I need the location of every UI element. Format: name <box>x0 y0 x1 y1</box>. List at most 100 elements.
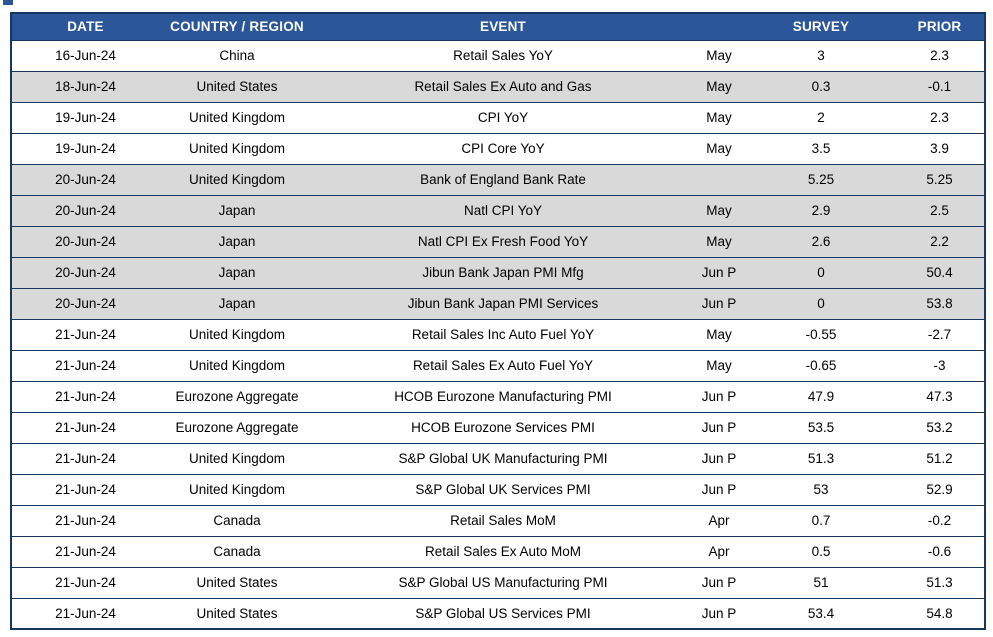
cell-period: Jun P <box>691 380 747 412</box>
cell-date: 20-Jun-24 <box>11 256 159 288</box>
cell-period: May <box>691 39 747 71</box>
cell-prior: 52.9 <box>895 473 985 505</box>
cell-prior: 2.5 <box>895 194 985 226</box>
cell-period: Jun P <box>691 411 747 443</box>
cell-country: United Kingdom <box>159 132 315 164</box>
cell-country: United Kingdom <box>159 442 315 474</box>
cell-date: 21-Jun-24 <box>11 442 159 474</box>
cell-event: Retail Sales Inc Auto Fuel YoY <box>315 318 691 350</box>
cell-event: HCOB Eurozone Manufacturing PMI <box>315 380 691 412</box>
cell-date: 21-Jun-24 <box>11 380 159 412</box>
cell-event: Retail Sales Ex Auto Fuel YoY <box>315 349 691 381</box>
cell-survey: 53.5 <box>747 411 895 443</box>
table-header-row: DATE COUNTRY / REGION EVENT SURVEY PRIOR <box>11 13 985 41</box>
table-row: 16-Jun-24 China Retail Sales YoY May 3 2.3 <box>11 39 985 71</box>
cell-prior: 3.9 <box>895 132 985 164</box>
table-row: 21-Jun-24 United Kingdom S&P Global UK Ser… <box>11 473 985 505</box>
cell-event: Natl CPI YoY <box>315 194 691 226</box>
cell-period: Jun P <box>691 566 747 598</box>
cell-date: 21-Jun-24 <box>11 411 159 443</box>
cell-period: Jun P <box>691 473 747 505</box>
cell-survey: 51.3 <box>747 442 895 474</box>
table-row: 21-Jun-24 United Kingdom Retail Sales Inc … <box>11 318 985 350</box>
table-row: 18-Jun-24 United States Retail Sales Ex Au… <box>11 70 985 102</box>
cell-period: Apr <box>691 504 747 536</box>
cell-date: 16-Jun-24 <box>11 39 159 71</box>
cell-survey: 0.7 <box>747 504 895 536</box>
cell-date: 19-Jun-24 <box>11 101 159 133</box>
cell-survey: 3.5 <box>747 132 895 164</box>
cell-date: 21-Jun-24 <box>11 566 159 598</box>
cell-country: United States <box>159 566 315 598</box>
table-row: 21-Jun-24 Eurozone Aggregate HCOB Eurozone… <box>11 411 985 443</box>
cell-survey: 0.3 <box>747 70 895 102</box>
cell-country: United Kingdom <box>159 318 315 350</box>
cell-date: 20-Jun-24 <box>11 287 159 319</box>
table-row: 20-Jun-24 United Kingdom Bank of England B… <box>11 163 985 195</box>
cell-date: 20-Jun-24 <box>11 225 159 257</box>
cell-survey: 0 <box>747 287 895 319</box>
cell-prior: -0.6 <box>895 535 985 567</box>
cell-event: S&P Global US Services PMI <box>315 597 691 629</box>
cell-country: Eurozone Aggregate <box>159 380 315 412</box>
cell-prior: 2.3 <box>895 39 985 71</box>
cell-event: S&P Global US Manufacturing PMI <box>315 566 691 598</box>
cell-event: Jibun Bank Japan PMI Services <box>315 287 691 319</box>
cell-survey: 5.25 <box>747 163 895 195</box>
cell-survey: 2.9 <box>747 194 895 226</box>
table-row: 21-Jun-24 United Kingdom Retail Sales Ex A… <box>11 349 985 381</box>
cell-period: May <box>691 132 747 164</box>
cell-period: Jun P <box>691 442 747 474</box>
table-row: 20-Jun-24 Japan Jibun Bank Japan PMI Mfg Ju… <box>11 256 985 288</box>
cropped-artifact <box>3 0 13 5</box>
cell-prior: 54.8 <box>895 597 985 629</box>
column-header-period <box>691 13 747 41</box>
cell-event: Natl CPI Ex Fresh Food YoY <box>315 225 691 257</box>
table-row: 21-Jun-24 United States S&P Global US Manu… <box>11 566 985 598</box>
cell-survey: 51 <box>747 566 895 598</box>
cell-country: Canada <box>159 504 315 536</box>
table-row: 21-Jun-24 United States S&P Global US Serv… <box>11 597 985 629</box>
cell-prior: 53.2 <box>895 411 985 443</box>
cell-country: Japan <box>159 225 315 257</box>
cell-survey: -0.65 <box>747 349 895 381</box>
cell-prior: 47.3 <box>895 380 985 412</box>
table-row: 21-Jun-24 Canada Retail Sales Ex Auto MoM A… <box>11 535 985 567</box>
table-row: 20-Jun-24 Japan Natl CPI Ex Fresh Food YoY… <box>11 225 985 257</box>
cell-date: 21-Jun-24 <box>11 504 159 536</box>
cell-date: 20-Jun-24 <box>11 194 159 226</box>
column-header-country-region: COUNTRY / REGION <box>159 13 315 41</box>
cell-survey: 53.4 <box>747 597 895 629</box>
cell-period: Jun P <box>691 287 747 319</box>
cell-country: Eurozone Aggregate <box>159 411 315 443</box>
cell-date: 18-Jun-24 <box>11 70 159 102</box>
cell-country: Canada <box>159 535 315 567</box>
column-header-event: EVENT <box>315 13 691 41</box>
cell-period: Jun P <box>691 256 747 288</box>
cell-survey: 2 <box>747 101 895 133</box>
cell-period: May <box>691 349 747 381</box>
cell-survey: 3 <box>747 39 895 71</box>
cell-period <box>691 163 747 195</box>
column-header-date: DATE <box>11 13 159 41</box>
cell-prior: 5.25 <box>895 163 985 195</box>
cell-prior: 51.2 <box>895 442 985 474</box>
cell-event: Bank of England Bank Rate <box>315 163 691 195</box>
cell-country: United States <box>159 597 315 629</box>
cell-country: United Kingdom <box>159 349 315 381</box>
cell-date: 21-Jun-24 <box>11 349 159 381</box>
cell-date: 21-Jun-24 <box>11 473 159 505</box>
cell-country: Japan <box>159 194 315 226</box>
cell-country: United States <box>159 70 315 102</box>
cell-period: Apr <box>691 535 747 567</box>
cell-survey: 0 <box>747 256 895 288</box>
economic-calendar-table: DATE COUNTRY / REGION EVENT SURVEY PRIOR… <box>10 12 986 630</box>
cell-survey: 47.9 <box>747 380 895 412</box>
table-row: 19-Jun-24 United Kingdom CPI Core YoY May 3.… <box>11 132 985 164</box>
events-table: DATE COUNTRY / REGION EVENT SURVEY PRIOR… <box>10 12 986 630</box>
cell-event: Jibun Bank Japan PMI Mfg <box>315 256 691 288</box>
cell-survey: 0.5 <box>747 535 895 567</box>
cell-event: Retail Sales YoY <box>315 39 691 71</box>
cell-country: Japan <box>159 287 315 319</box>
